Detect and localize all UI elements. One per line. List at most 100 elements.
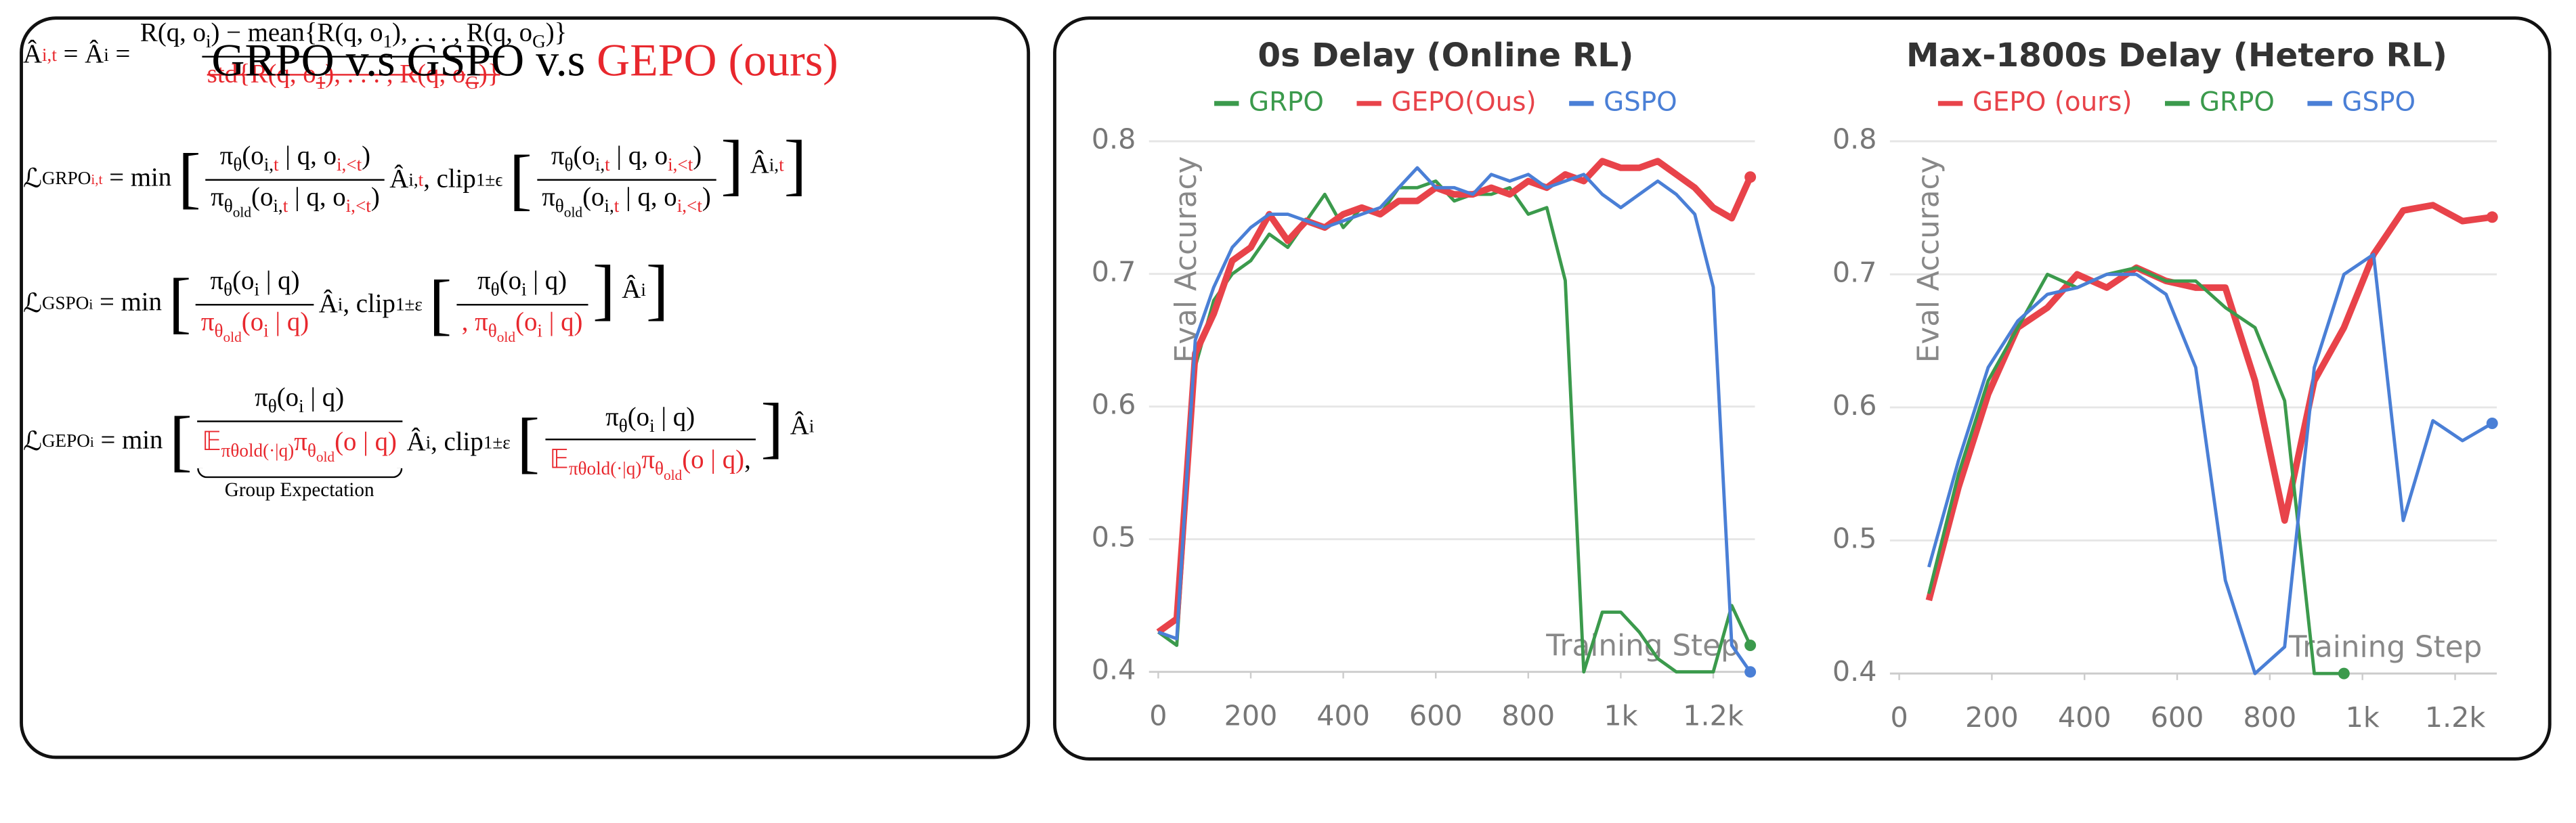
formula-text: (o [251, 183, 274, 212]
formula-text: = Â [56, 41, 104, 70]
formula-text: θ [564, 156, 574, 176]
legend: GRPO GEPO(Ous) GSPO [1214, 87, 1677, 117]
formula-text: (o [242, 142, 264, 171]
formula-text: θ [654, 460, 664, 481]
formula-text: πθold(·|q) [568, 460, 642, 481]
x-tick-label: 1k [1604, 700, 1637, 732]
y-tick-label: 0.8 [1092, 123, 1136, 156]
formula-text: R(q, o [139, 20, 206, 48]
formula-text: , clip [423, 166, 476, 194]
x-axis-title: Training Step [2288, 630, 2482, 665]
formula-text: t [274, 156, 279, 176]
formula-text: i [254, 280, 260, 301]
formula-text: )} [545, 20, 567, 48]
formula-text: π [219, 142, 234, 171]
formula-text: | q, o [609, 142, 668, 171]
formula-text: i [299, 397, 304, 418]
legend-label: GRPO [2199, 87, 2275, 117]
formula-text: θ [488, 321, 497, 342]
formula-text: (o [232, 267, 255, 296]
formula-text: i,<t [336, 156, 362, 176]
formula-text: (o [627, 403, 650, 432]
formula-text: Â [615, 275, 641, 304]
formula-text: θ [618, 416, 628, 437]
x-tick-label: 400 [2058, 701, 2111, 734]
x-tick-label: 200 [1965, 701, 2019, 734]
y-tick-label: 0.6 [1092, 388, 1136, 421]
fraction: πθ(oi | q), πθold(oi | q) [456, 267, 588, 344]
formula-text: t [614, 196, 620, 217]
formula-text: i,t [42, 46, 57, 66]
formula-text: [ [429, 266, 452, 342]
y-tick-label: 0.8 [1832, 123, 1877, 156]
x-tick-label: 600 [2151, 701, 2204, 734]
formula-text: i [104, 46, 109, 66]
formula-text: θ [214, 321, 223, 342]
formula-text: , [744, 447, 751, 476]
formula-text: = min [93, 289, 169, 317]
formula-text: i, [263, 156, 274, 176]
legend-label: GSPO [1604, 87, 1677, 117]
denominator: 𝔼πθold(·|q)πθold(o | q), [544, 439, 756, 484]
numerator: R(q, oi) − mean{R(q, o1), . . . , R(q, o… [135, 20, 572, 55]
formula-text: [ [517, 403, 540, 480]
formula-text: old [223, 328, 242, 345]
formula-text: Â [783, 413, 809, 441]
formula-text: [ [169, 402, 192, 479]
formula-text: π [200, 308, 215, 336]
formula-text: (o [582, 183, 605, 212]
formula-text: i, [273, 196, 283, 217]
chart-title: Max-1800s Delay (Hetero RL) [1906, 37, 2447, 74]
formula-text: Â [389, 166, 409, 194]
formula-text: (o [515, 308, 538, 336]
formula-text: ) [362, 142, 371, 171]
series-line [1927, 252, 2493, 675]
fraction: πθ(oi | q) 𝔼πθold(·|q)πθold(o | q) Group E… [197, 384, 402, 503]
y-axis-title: Eval Accuracy [1169, 156, 1203, 363]
y-tick-label: 0.7 [1832, 256, 1877, 288]
formula-text: i [263, 321, 269, 342]
formula-text: GRPO [41, 169, 91, 190]
formula-text: | q) [268, 308, 309, 336]
formula-text: t [418, 171, 424, 191]
formula-text: std{R(q, o [207, 60, 316, 89]
fraction: πθ(oi,t | q, oi,<t) πθold(oi,t | q, oi,<t… [205, 142, 385, 220]
formula-text: (o | q) [682, 447, 745, 476]
formula-text: i, [769, 155, 779, 175]
formula-text: [ [177, 140, 201, 216]
formula-text: i [521, 280, 527, 301]
formula-text: 1±ϵ [475, 171, 503, 191]
x-tick-label: 1.2k [1683, 700, 1744, 732]
formula-text: i, [604, 196, 614, 217]
formula-text: ] [721, 126, 744, 202]
formula-text: 1 [316, 73, 326, 93]
formula-text: π [210, 267, 224, 296]
formula-text: ) [370, 183, 380, 212]
formula-text: G [465, 73, 479, 93]
formula-text: i [89, 432, 94, 450]
series-end-dot [2338, 667, 2350, 680]
x-tick-label: 0 [1149, 700, 1167, 732]
series-line [1157, 179, 1752, 674]
formula-text: GRPO v.s GSPO v.s [211, 36, 597, 87]
formula-text: θ [267, 397, 277, 418]
formula-text: (o | q) [335, 428, 397, 457]
formula-text: ), . . . , R(q, o [325, 60, 466, 89]
fraction: R(q, oi) − mean{R(q, o1), . . . , R(q, o… [135, 20, 572, 93]
formula-group: ℒ GSPO i = min [ [22, 268, 191, 337]
formula-text: GEPO (ours) [597, 36, 838, 87]
legend-label: GRPO [1249, 87, 1324, 117]
formula-text: | q) [259, 267, 300, 296]
formula-text: ℒ [22, 290, 42, 319]
formula-text: (o [573, 142, 595, 171]
denominator: πθold(oi,t | q, oi,<t) [536, 178, 716, 220]
formula-text: θ [233, 156, 242, 176]
formula-text: ] [645, 251, 669, 328]
legend-label: GEPO (ours) [1973, 87, 2132, 117]
